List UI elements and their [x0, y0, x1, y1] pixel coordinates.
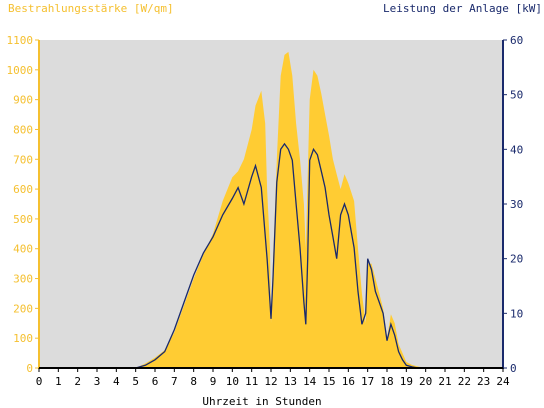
x-tick-label: 15 [322, 375, 335, 388]
left-tick-label: 100 [13, 332, 33, 345]
x-tick-label: 8 [190, 375, 197, 388]
x-tick-label: 11 [245, 375, 258, 388]
right-tick-label: 40 [510, 143, 523, 156]
x-tick-label: 9 [210, 375, 217, 388]
left-tick-label: 700 [13, 153, 33, 166]
x-tick-label: 23 [477, 375, 490, 388]
x-tick-label: 4 [113, 375, 120, 388]
right-tick-label: 10 [510, 307, 523, 320]
x-tick-label: 7 [171, 375, 178, 388]
x-tick-label: 14 [303, 375, 317, 388]
left-tick-label: 900 [13, 94, 33, 107]
x-tick-label: 10 [226, 375, 239, 388]
x-tick-label: 16 [342, 375, 355, 388]
x-tick-label: 3 [94, 375, 101, 388]
left-axis-title: Bestrahlungsstärke [W/qm] [8, 2, 174, 15]
x-tick-label: 5 [132, 375, 139, 388]
left-tick-label: 1000 [7, 64, 34, 77]
x-axis-label: Uhrzeit in Stunden [202, 395, 321, 408]
left-tick-label: 0 [26, 362, 33, 375]
x-tick-label: 19 [400, 375, 413, 388]
right-tick-label: 30 [510, 198, 523, 211]
x-tick-label: 6 [152, 375, 159, 388]
x-tick-label: 0 [36, 375, 43, 388]
x-tick-label: 20 [419, 375, 432, 388]
series-layer [39, 51, 503, 369]
x-tick-label: 21 [438, 375, 451, 388]
left-tick-label: 300 [13, 273, 33, 286]
right-tick-label: 20 [510, 253, 523, 266]
right-axis-title: Leistung der Anlage [kW] [383, 2, 542, 15]
x-tick-label: 12 [264, 375, 277, 388]
x-tick-label: 24 [496, 375, 510, 388]
axes-layer: 0100200300400500600700800900100011000102… [7, 34, 524, 388]
right-tick-label: 50 [510, 89, 523, 102]
left-tick-label: 200 [13, 302, 33, 315]
left-tick-label: 1100 [7, 34, 34, 47]
x-tick-label: 17 [361, 375, 374, 388]
left-tick-label: 800 [13, 123, 33, 136]
left-tick-label: 500 [13, 213, 33, 226]
x-tick-label: 13 [284, 375, 297, 388]
x-tick-label: 22 [458, 375, 471, 388]
right-tick-label: 60 [510, 34, 523, 47]
right-tick-label: 0 [510, 362, 517, 375]
x-tick-label: 18 [380, 375, 393, 388]
left-tick-label: 400 [13, 243, 33, 256]
x-tick-label: 2 [74, 375, 81, 388]
x-tick-label: 1 [55, 375, 62, 388]
left-tick-label: 600 [13, 183, 33, 196]
power-line [39, 142, 503, 369]
